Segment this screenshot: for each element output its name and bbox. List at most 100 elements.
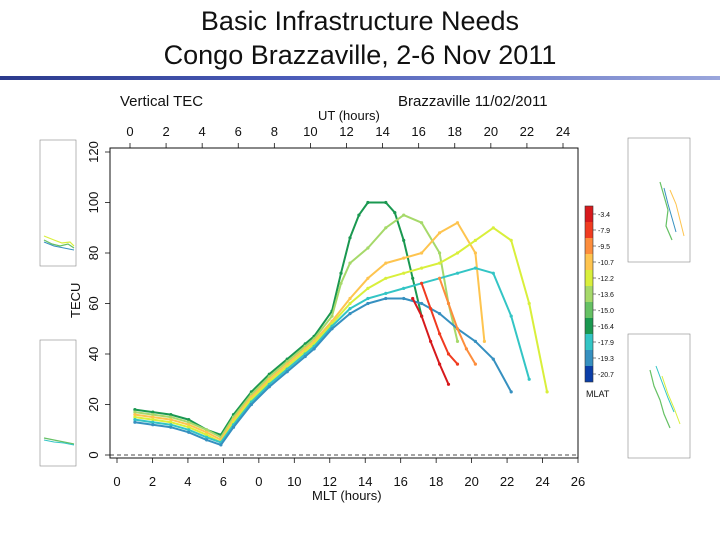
series-point [169,423,173,427]
series-point [366,200,370,205]
bottom-tick-label: 18 [429,474,443,489]
series-point [339,271,343,275]
series-point [133,420,137,424]
bottom-tick-label: 14 [358,474,372,489]
series-point [366,296,370,301]
series-point [438,332,442,336]
bottom-tick-label: 16 [393,474,407,489]
colorbar-tick-label: -13.6 [598,292,614,299]
series-point [133,408,137,412]
x-axis-label: MLT (hours) [312,488,382,503]
series-point [420,301,424,306]
series-point [133,415,137,419]
series-point [446,352,451,356]
top-tick-label: 16 [411,124,425,139]
series-point [151,418,155,422]
series-point [473,339,477,343]
series-point [205,428,209,432]
series-point [402,286,406,290]
series-point [169,415,173,419]
colorbar-segment [585,222,593,238]
series-point [205,430,209,434]
series-point [482,339,486,343]
series-point [402,238,406,242]
colorbar-segment [585,254,593,270]
series-point [205,435,209,439]
series-point [187,418,191,422]
series-point [455,362,460,366]
colorbar-segment [585,334,593,350]
series-point [205,438,209,442]
bottom-tick-label: 0 [113,474,120,489]
series-point [384,296,388,301]
series-point [187,425,191,429]
colorbar-segment [585,302,593,318]
series-point [169,425,173,429]
series-point [473,362,477,366]
series-point [509,238,513,242]
series-point [348,312,352,316]
series-point [151,423,155,427]
top-tick-label: 18 [448,124,462,139]
bottom-tick-label: 6 [220,474,227,489]
series-point [330,327,334,331]
colorbar-segment [585,366,593,382]
y-tick-label: 60 [86,296,101,310]
bottom-tick-label: 10 [287,474,301,489]
colorbar-tick-label: -12.2 [598,276,614,283]
series-point [455,251,460,255]
series-point [348,236,352,240]
colorbar-segment [585,286,593,302]
series-point [339,281,343,285]
series-point [366,246,370,250]
series-point [312,347,316,351]
series-point [527,301,531,306]
series-point [509,390,513,394]
bottom-tick-label: 20 [464,474,478,489]
series-point [455,271,460,275]
series-point [205,433,209,437]
series-point [219,443,223,447]
series-point [446,301,451,306]
series-point [438,261,442,265]
bottom-tick-label: 4 [184,474,191,489]
series-point [384,276,388,280]
series-point [411,276,415,280]
series-point [384,226,388,230]
bottom-tick-label: 24 [535,474,549,489]
colorbar-tick-label: -16.4 [598,324,614,331]
series-point [384,200,388,205]
colorbar-segment [585,238,593,254]
series-line-2 [134,214,459,439]
top-tick-label: 4 [199,124,206,139]
series-point [267,385,271,389]
series-line-5 [134,267,531,444]
series-point [420,251,424,255]
colorbar-segment [585,206,593,222]
colorbar-segment [585,350,593,366]
series-point [187,428,191,432]
series-point [384,261,388,265]
series-point [455,339,460,343]
bottom-tick-label: 26 [571,474,585,489]
colorbar-tick-label: -10.7 [598,260,614,267]
slide-title-line1: Basic Infrastructure Needs [200,6,520,36]
series-point [429,339,433,343]
series-point [527,377,531,381]
series-line-3 [134,221,486,441]
colorbar-tick-label: -15.0 [598,308,614,315]
y-axis-ticks: 0 20 40 60 80 100 120 [86,141,110,459]
y-tick-label: 120 [86,141,101,163]
series-point [169,418,173,422]
colorbar-tick-label: -9.5 [598,244,610,251]
series-point [348,261,352,265]
y-tick-label: 0 [86,451,101,458]
series-line-1 [134,201,423,436]
series-point [402,213,406,217]
series-point [231,425,236,429]
series-point [491,226,495,230]
series-point [411,296,415,301]
series-point [357,213,361,217]
series-point [285,370,289,374]
chart-title-left: Vertical TEC [120,93,203,110]
